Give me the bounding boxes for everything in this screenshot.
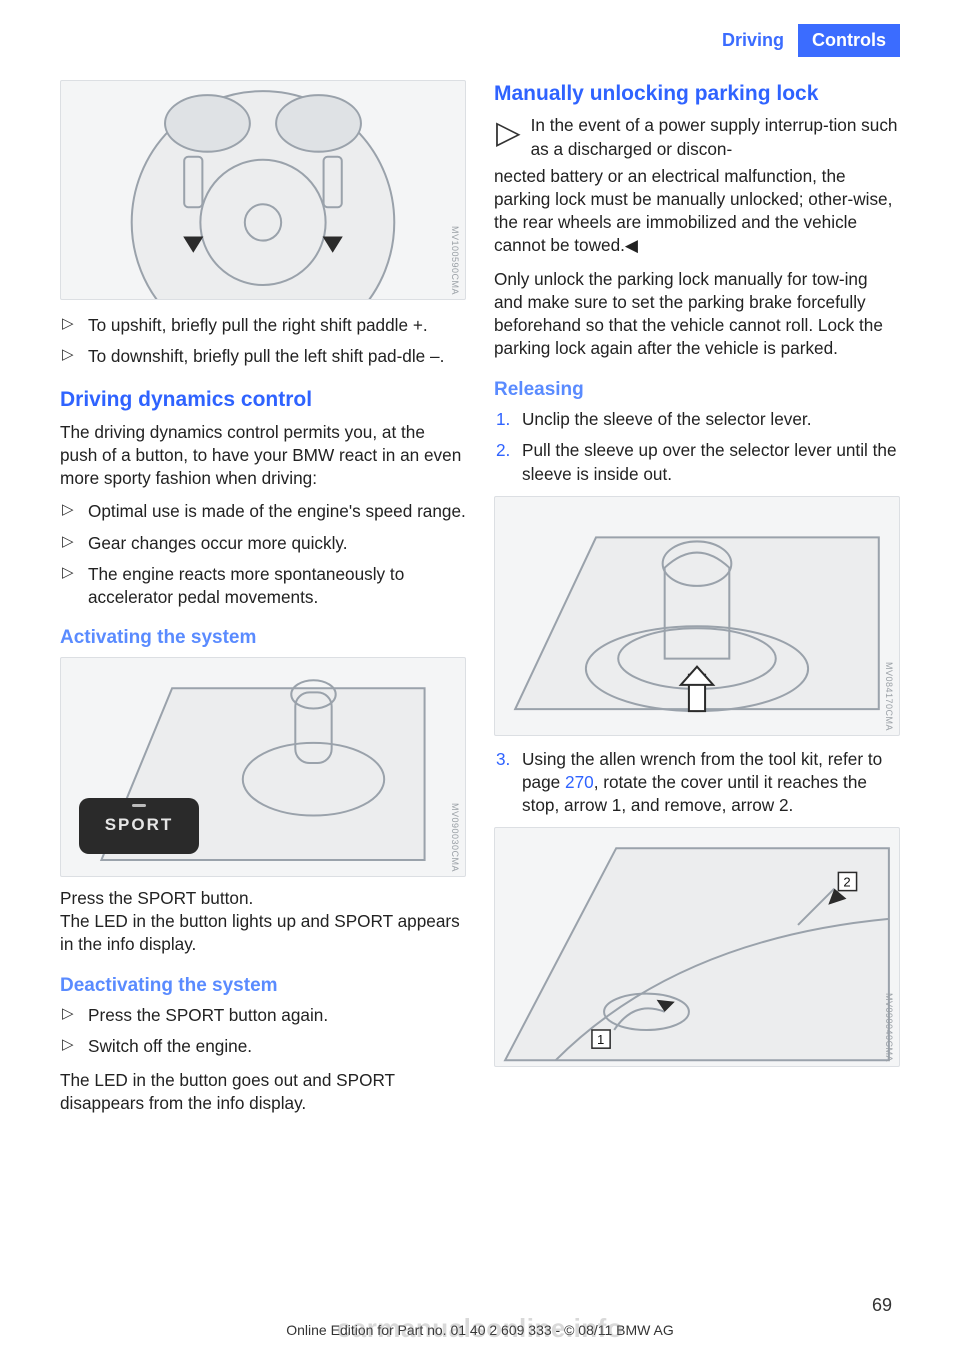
- step-item: 2. Pull the sleeve up over the selector l…: [494, 439, 900, 485]
- figure-shift-paddles: [60, 80, 466, 300]
- paragraph-text: In the event of a power supply interrup‐…: [531, 115, 898, 158]
- paragraph: Press the SPORT button. The LED in the b…: [60, 887, 466, 957]
- note-icon: ▷: [496, 116, 521, 148]
- heading-deactivating: Deactivating the system: [60, 973, 466, 999]
- list-item-text: Switch off the engine.: [88, 1036, 252, 1056]
- heading-releasing: Releasing: [494, 377, 900, 403]
- selector-sleeve-illustration: [495, 497, 899, 736]
- breadcrumb: Driving Controls: [708, 24, 900, 57]
- step-text: Unclip the sleeve of the selector lever.: [522, 409, 811, 429]
- list-item-text: To upshift, briefly pull the right shift…: [88, 315, 428, 335]
- list-item-text: The engine reacts more spontaneously to …: [88, 564, 404, 607]
- allen-cover-illustration: 2 1: [495, 828, 899, 1067]
- dynamics-bullets: Optimal use is made of the engine's spee…: [60, 500, 466, 609]
- paragraph: Only unlock the parking lock manually fo…: [494, 268, 900, 361]
- list-item: Optimal use is made of the engine's spee…: [60, 500, 466, 523]
- step-number: 2.: [496, 439, 510, 462]
- left-column: To upshift, briefly pull the right shift…: [60, 80, 466, 1125]
- list-item-text: Optimal use is made of the engine's spee…: [88, 501, 466, 521]
- sport-button-label: SPORT: [105, 814, 174, 837]
- list-item-text: Gear changes occur more quickly.: [88, 533, 348, 553]
- list-item: The engine reacts more spontaneously to …: [60, 563, 466, 609]
- list-item-text: Press the SPORT button again.: [88, 1005, 328, 1025]
- breadcrumb-chapter: Controls: [798, 24, 900, 57]
- deactivate-bullets: Press the SPORT button again. Switch off…: [60, 1004, 466, 1058]
- svg-text:1: 1: [597, 1033, 604, 1048]
- step-number: 1.: [496, 408, 510, 431]
- figure-sleeve: [494, 496, 900, 736]
- step-number: 3.: [496, 748, 510, 771]
- content-columns: To upshift, briefly pull the right shift…: [60, 0, 900, 1125]
- step-item: 3. Using the allen wrench from the tool …: [494, 748, 900, 818]
- steering-wheel-illustration: [61, 81, 465, 300]
- paragraph: The driving dynamics control permits you…: [60, 421, 466, 491]
- step-item: 1. Unclip the sleeve of the selector leve…: [494, 408, 900, 431]
- page-reference-link[interactable]: 270: [565, 772, 594, 792]
- sport-button-graphic: SPORT: [79, 798, 199, 854]
- right-column: Manually unlocking parking lock ▷ In the…: [494, 80, 900, 1125]
- footer-line: Online Edition for Part no. 01 40 2 609 …: [0, 1322, 960, 1338]
- list-item: To downshift, briefly pull the left shif…: [60, 345, 466, 368]
- list-item-text: To downshift, briefly pull the left shif…: [88, 346, 444, 366]
- releasing-steps-3: 3. Using the allen wrench from the tool …: [494, 748, 900, 818]
- figure-sport-button: SPORT: [60, 657, 466, 877]
- list-item: To upshift, briefly pull the right shift…: [60, 314, 466, 337]
- heading-activating: Activating the system: [60, 625, 466, 651]
- breadcrumb-section: Driving: [708, 24, 798, 57]
- list-item: Gear changes occur more quickly.: [60, 532, 466, 555]
- list-item: Switch off the engine.: [60, 1035, 466, 1058]
- paragraph-with-icon: ▷ In the event of a power supply interru…: [494, 114, 900, 160]
- svg-text:2: 2: [843, 875, 850, 890]
- step-text: Pull the sleeve up over the selector lev…: [522, 440, 897, 483]
- heading-driving-dynamics: Driving dynamics control: [60, 386, 466, 414]
- shift-bullets: To upshift, briefly pull the right shift…: [60, 314, 466, 368]
- page-number: 69: [872, 1295, 892, 1316]
- paragraph: nected battery or an electrical malfunct…: [494, 165, 900, 258]
- heading-manual-unlock: Manually unlocking parking lock: [494, 80, 900, 108]
- figure-allen-cover: 2 1: [494, 827, 900, 1067]
- list-item: Press the SPORT button again.: [60, 1004, 466, 1027]
- releasing-steps: 1. Unclip the sleeve of the selector leve…: [494, 408, 900, 486]
- manual-page: Driving Controls: [0, 0, 960, 1360]
- paragraph: The LED in the button goes out and SPORT…: [60, 1069, 466, 1115]
